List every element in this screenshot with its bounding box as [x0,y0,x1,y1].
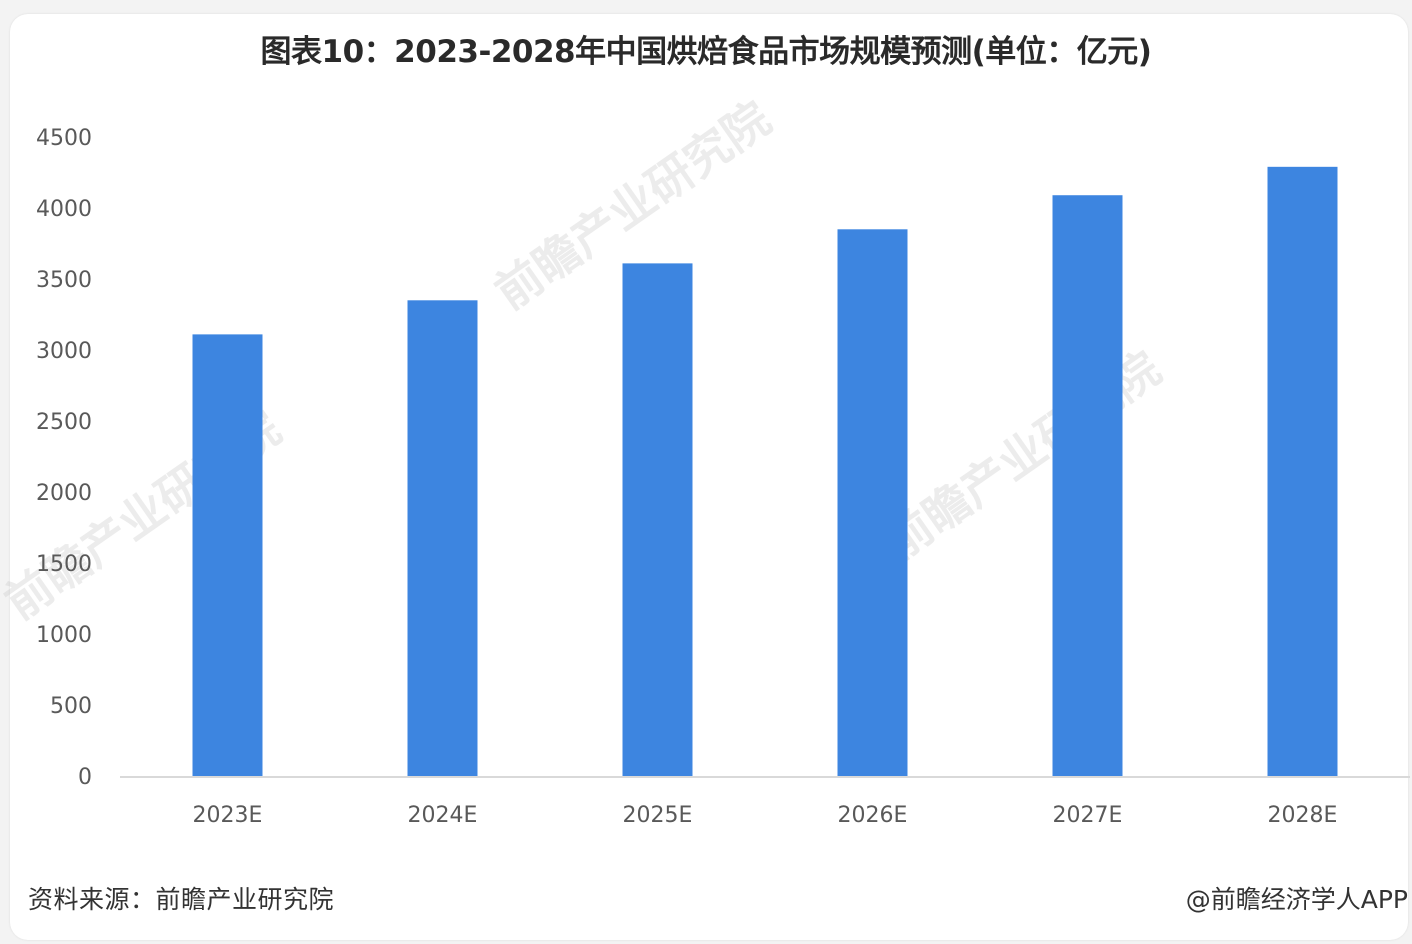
y-tick-label: 4500 [36,126,92,151]
bar-2024E [407,300,478,776]
y-tick-label: 500 [50,694,92,719]
y-tick-label: 4000 [36,197,92,222]
x-tick-label: 2027E [1053,803,1123,828]
bar-2028E [1267,166,1338,776]
x-axis-ticks: 2023E 2024E 2025E 2026E 2027E 2028E [193,803,1338,828]
x-tick-label: 2028E [1268,803,1338,828]
y-tick-label: 1500 [36,552,92,577]
bar-2026E [837,229,908,777]
x-tick-label: 2026E [838,803,908,828]
x-tick-label: 2024E [408,803,478,828]
bar-2027E [1052,195,1123,777]
x-tick-label: 2023E [193,803,263,828]
y-tick-label: 0 [78,765,92,790]
bar-2025E [622,263,693,776]
bar-2023E [192,334,263,776]
y-tick-label: 2000 [36,481,92,506]
chart-title: 图表10：2023-2028年中国烘焙食品市场规模预测(单位：亿元) [260,34,1152,70]
y-axis-ticks: 0 500 1000 1500 2000 2500 3000 3500 4000 4500 [36,126,92,790]
app-credit: @前瞻经济学人APP [1185,885,1408,914]
source-label: 资料来源：前瞻产业研究院 [28,885,335,914]
bars [192,166,1338,777]
y-tick-label: 1000 [36,623,92,648]
y-tick-label: 2500 [36,410,92,435]
x-tick-label: 2025E [623,803,693,828]
y-tick-label: 3500 [36,268,92,293]
y-tick-label: 3000 [36,339,92,364]
